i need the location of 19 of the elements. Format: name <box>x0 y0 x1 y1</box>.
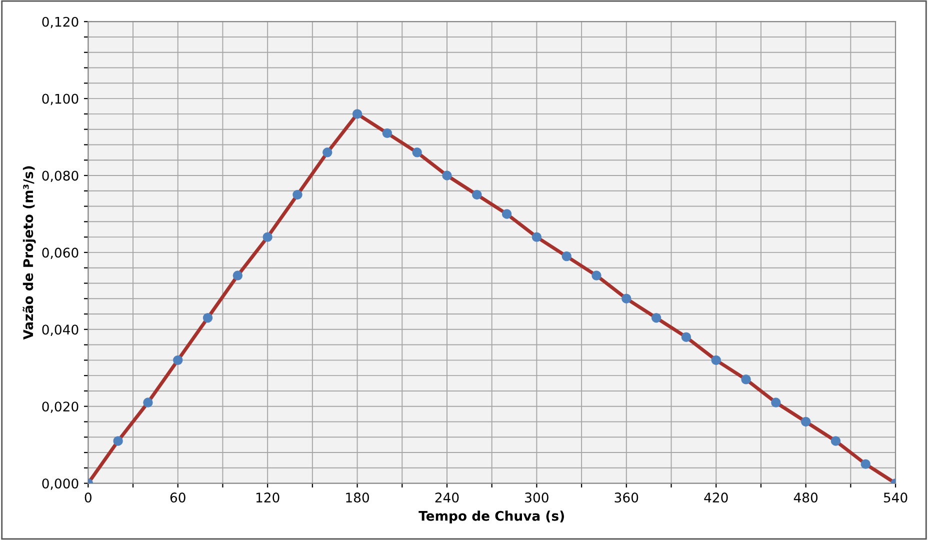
y-tick-label: 0,080 <box>42 170 78 182</box>
y-tick-label: 0,100 <box>42 94 78 106</box>
x-tick-label: 180 <box>346 492 369 503</box>
x-tick-label: 360 <box>614 492 638 503</box>
x-tick-label: 240 <box>435 492 459 503</box>
x-tick-label: 0 <box>84 492 92 503</box>
x-tick-label: 420 <box>704 492 728 503</box>
x-tick-label: 120 <box>256 492 280 503</box>
x-tick-label: 480 <box>794 492 818 503</box>
x-tick-label: 300 <box>525 492 548 503</box>
y-tick-label: 0,000 <box>42 478 78 490</box>
y-axis-title: Vazão de Projeto (m³/s) <box>22 166 36 340</box>
y-tick-label: 0,120 <box>42 16 78 28</box>
y-tick-label: 0,060 <box>42 248 78 259</box>
y-tick-label: 0,040 <box>42 324 78 336</box>
y-tick-label: 0,020 <box>42 402 78 413</box>
x-tick-label: 60 <box>170 492 186 503</box>
x-tick-label: 540 <box>884 492 908 503</box>
x-axis-title: Tempo de Chuva (s) <box>418 510 564 524</box>
